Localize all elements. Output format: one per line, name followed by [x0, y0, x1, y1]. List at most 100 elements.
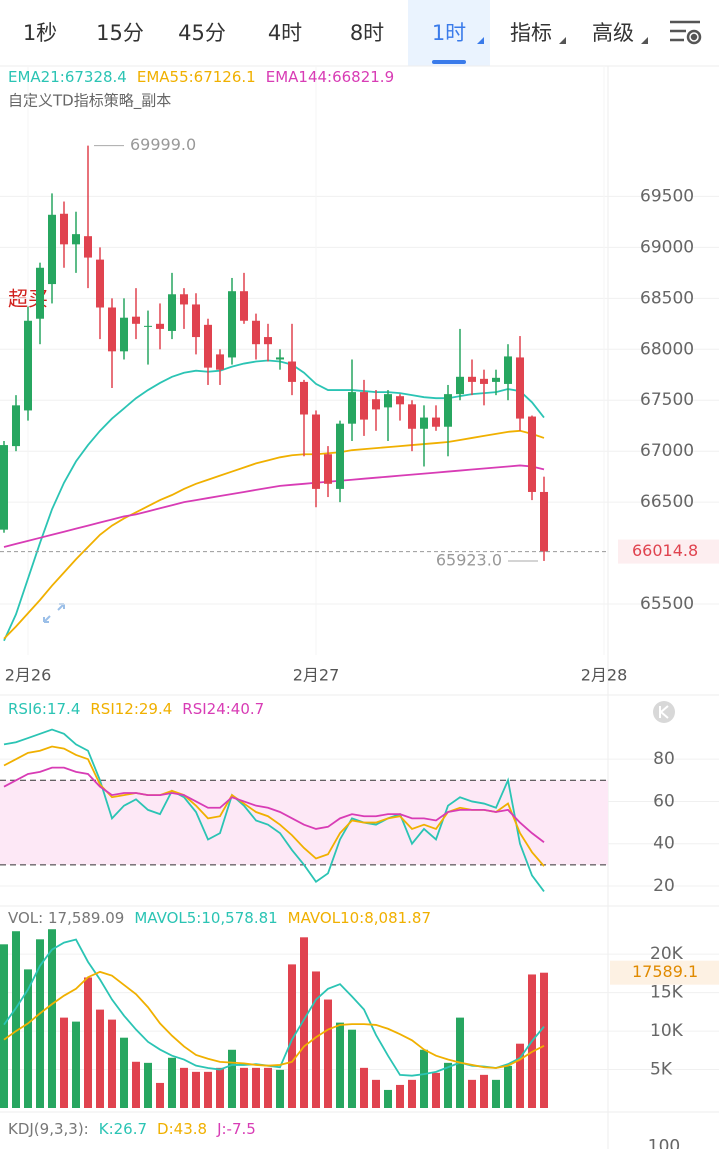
volume-bar	[480, 1074, 488, 1108]
candle-body	[144, 325, 152, 327]
candle-body	[72, 234, 80, 245]
tab[interactable]: 1秒	[0, 0, 80, 66]
volume-bar	[492, 1079, 500, 1108]
legend: RSI6:17.4 RSI12:29.4 RSI24:40.7	[8, 700, 264, 718]
volume-bar	[12, 931, 20, 1108]
line	[3, 359, 545, 642]
line	[3, 970, 545, 1069]
volume-bar	[216, 1067, 224, 1108]
legend-label: VOL: 17,589.09	[8, 909, 124, 927]
x-tick-label: 2月27	[293, 666, 340, 685]
candle-body	[264, 337, 272, 345]
volume-bar	[24, 969, 32, 1108]
candle-body	[468, 376, 476, 382]
candle-body	[96, 259, 104, 308]
tab-label[interactable]: 1秒	[22, 21, 58, 45]
tab[interactable]: 45分	[160, 0, 244, 66]
volume-bar	[420, 1049, 428, 1108]
candle-body	[408, 404, 416, 429]
volume-bar	[372, 1079, 380, 1108]
y-tick-label: 40	[653, 834, 675, 854]
volume-bar	[132, 1061, 140, 1108]
volume-bar	[348, 1029, 356, 1108]
candle-body	[300, 381, 308, 415]
volume-bar	[84, 977, 92, 1108]
volume-bar	[120, 1037, 128, 1108]
subtitle: 自定义TD指标策略_副本	[8, 92, 171, 111]
collapse-badge[interactable]	[653, 701, 675, 723]
candle-body	[348, 392, 356, 424]
volume-bar	[360, 1067, 368, 1108]
candle-body	[540, 491, 548, 552]
tab-label[interactable]: 8时	[349, 21, 385, 45]
line	[3, 728, 545, 893]
y-tick-label: 15K	[650, 983, 684, 1003]
legend: KDJ(9,3,3): K:26.7 D:43.8 J:-7.5	[8, 1120, 256, 1138]
candle-body	[216, 354, 224, 370]
volume-bar	[240, 1067, 248, 1108]
legend-entry: D:43.8	[157, 1120, 207, 1138]
volume-bar	[444, 1062, 452, 1108]
volume-bar	[252, 1067, 260, 1108]
volume-bar	[204, 1071, 212, 1108]
y-tick-label: 65500	[640, 594, 694, 614]
tab-label[interactable]: 15分	[96, 21, 144, 45]
y-tick-label: 100	[648, 1136, 680, 1149]
volume-bar	[228, 1049, 236, 1108]
high-marker-label: 69999.0	[130, 135, 196, 154]
legend-entry: MAVOL5:10,578.81	[134, 909, 277, 927]
y-tick-label: 67000	[640, 441, 694, 461]
volume-bar	[168, 1057, 176, 1108]
tab[interactable]: 1时	[408, 0, 490, 66]
tab[interactable]: 8时	[326, 0, 408, 66]
legend-entry: MAVOL10:8,081.87	[288, 909, 431, 927]
candle-body	[420, 417, 428, 429]
candle-body	[156, 323, 164, 329]
tab-label[interactable]: 45分	[178, 21, 226, 45]
tab-label[interactable]: 高级	[592, 21, 634, 45]
tab[interactable]: 高级	[572, 0, 654, 66]
candle-body	[516, 357, 524, 419]
tab-label[interactable]: 指标	[510, 21, 552, 45]
volume-bar	[60, 1017, 68, 1108]
legend-entry: RSI24:40.7	[182, 700, 264, 718]
candle-body	[456, 376, 464, 395]
tab-label[interactable]: 4时	[267, 21, 303, 45]
volume-bar	[312, 971, 320, 1108]
candle-body	[252, 320, 260, 345]
volume-bar	[180, 1067, 188, 1108]
volume-bar	[36, 939, 44, 1108]
toolbar: 1秒 15分 45分 4时 8时 1时 指标 高级	[0, 0, 719, 66]
tab[interactable]: 指标	[490, 0, 572, 66]
volume-bar	[264, 1067, 272, 1108]
volume-bar	[324, 999, 332, 1108]
last-price-label: 66014.8	[632, 541, 698, 560]
candle-body	[312, 414, 320, 489]
tab[interactable]: 4时	[244, 0, 326, 66]
y-tick-label: 67500	[640, 390, 694, 410]
volume-bar	[468, 1079, 476, 1108]
legend-entry: EMA55:67126.1	[137, 68, 256, 86]
last-value-label: 17589.1	[632, 962, 698, 981]
y-tick-label: 60	[653, 791, 675, 811]
line	[3, 745, 545, 867]
legend-entry: EMA21:67328.4	[8, 68, 127, 86]
candle-body	[192, 304, 200, 338]
y-tick-label: 10K	[650, 1021, 684, 1041]
x-tick-label: 2月26	[5, 666, 52, 685]
tab-label[interactable]: 1时	[431, 21, 467, 45]
tab[interactable]: 15分	[80, 0, 160, 66]
candle-body	[288, 361, 296, 382]
candle-body	[372, 399, 380, 410]
last-value-box	[610, 960, 719, 985]
candle-body	[336, 423, 344, 489]
band	[0, 780, 608, 865]
y-tick-label: 69000	[640, 237, 694, 257]
candle-body	[120, 317, 128, 352]
x-tick-label: 2月28	[581, 666, 628, 685]
volume-bar	[48, 929, 56, 1108]
volume-bar	[0, 944, 8, 1108]
volume-bar	[156, 1082, 164, 1108]
y-tick-label: 5K	[650, 1060, 673, 1080]
